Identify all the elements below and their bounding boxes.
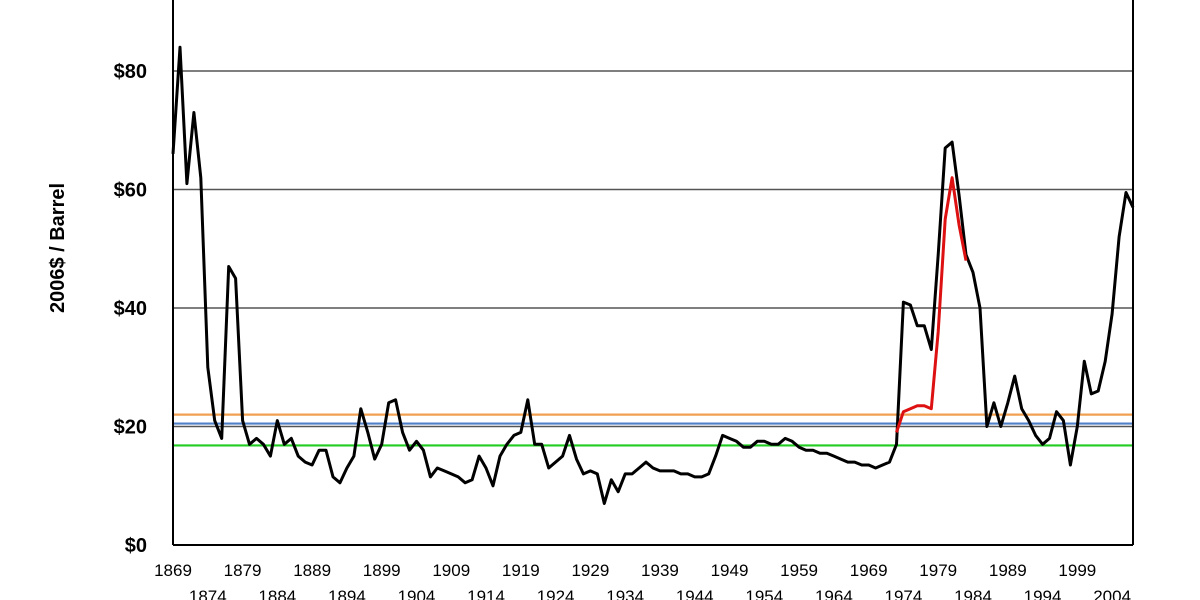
data-series: [171, 45, 1135, 505]
x-tick-label: 1939: [641, 561, 679, 580]
axes: [172, 0, 1134, 546]
x-tick-label: 1914: [467, 587, 505, 600]
x-tick-label: 1944: [676, 587, 714, 600]
x-tick-label: 1994: [1024, 587, 1062, 600]
x-tick-label: 1989: [989, 561, 1027, 580]
x-tick-label: 1949: [711, 561, 749, 580]
x-tick-label: 1974: [885, 587, 923, 600]
y-tick-label: $20: [114, 417, 147, 439]
x-tick-label: 1934: [606, 587, 644, 600]
x-tick-label: 1929: [571, 561, 609, 580]
x-tick-labels: 1869 1879 1889 1899 1909 1919 1929 1939 1949 1959…: [154, 561, 1131, 600]
x-tick-label: 1889: [293, 561, 331, 580]
x-tick-label: 1959: [780, 561, 818, 580]
x-tick-label: 1919: [502, 561, 540, 580]
x-tick-label: 1909: [432, 561, 470, 580]
gridlines: [173, 70, 1133, 428]
reference-lines: [173, 413, 1133, 447]
x-tick-label: 2004: [1093, 587, 1131, 600]
x-tick-label: 1979: [919, 561, 957, 580]
x-tick-label: 1904: [398, 587, 436, 600]
series-line-1: [171, 45, 1135, 505]
x-tick-label: 1964: [815, 587, 853, 600]
x-tick-label: 1969: [850, 561, 888, 580]
y-tick-label: $0: [125, 535, 147, 557]
series-line-2: [895, 176, 968, 433]
y-tick-labels: $0 $20 $40 $60 $80: [114, 61, 147, 557]
x-tick-label: 1899: [363, 561, 401, 580]
x-tick-label: 1874: [189, 587, 227, 600]
x-tick-label: 1869: [154, 561, 192, 580]
x-tick-label: 1924: [537, 587, 575, 600]
y-tick-label: $40: [114, 298, 147, 320]
x-tick-label: 1984: [954, 587, 992, 600]
x-tick-label: 1879: [224, 561, 262, 580]
x-tick-label: 1954: [745, 587, 783, 600]
x-tick-label: 1894: [328, 587, 366, 600]
x-tick-label: 1884: [258, 587, 296, 600]
y-axis-label: 2006$ / Barrel: [47, 183, 69, 313]
x-tick-label: 1999: [1058, 561, 1096, 580]
y-tick-label: $60: [114, 180, 147, 202]
y-tick-label: $80: [114, 61, 147, 83]
